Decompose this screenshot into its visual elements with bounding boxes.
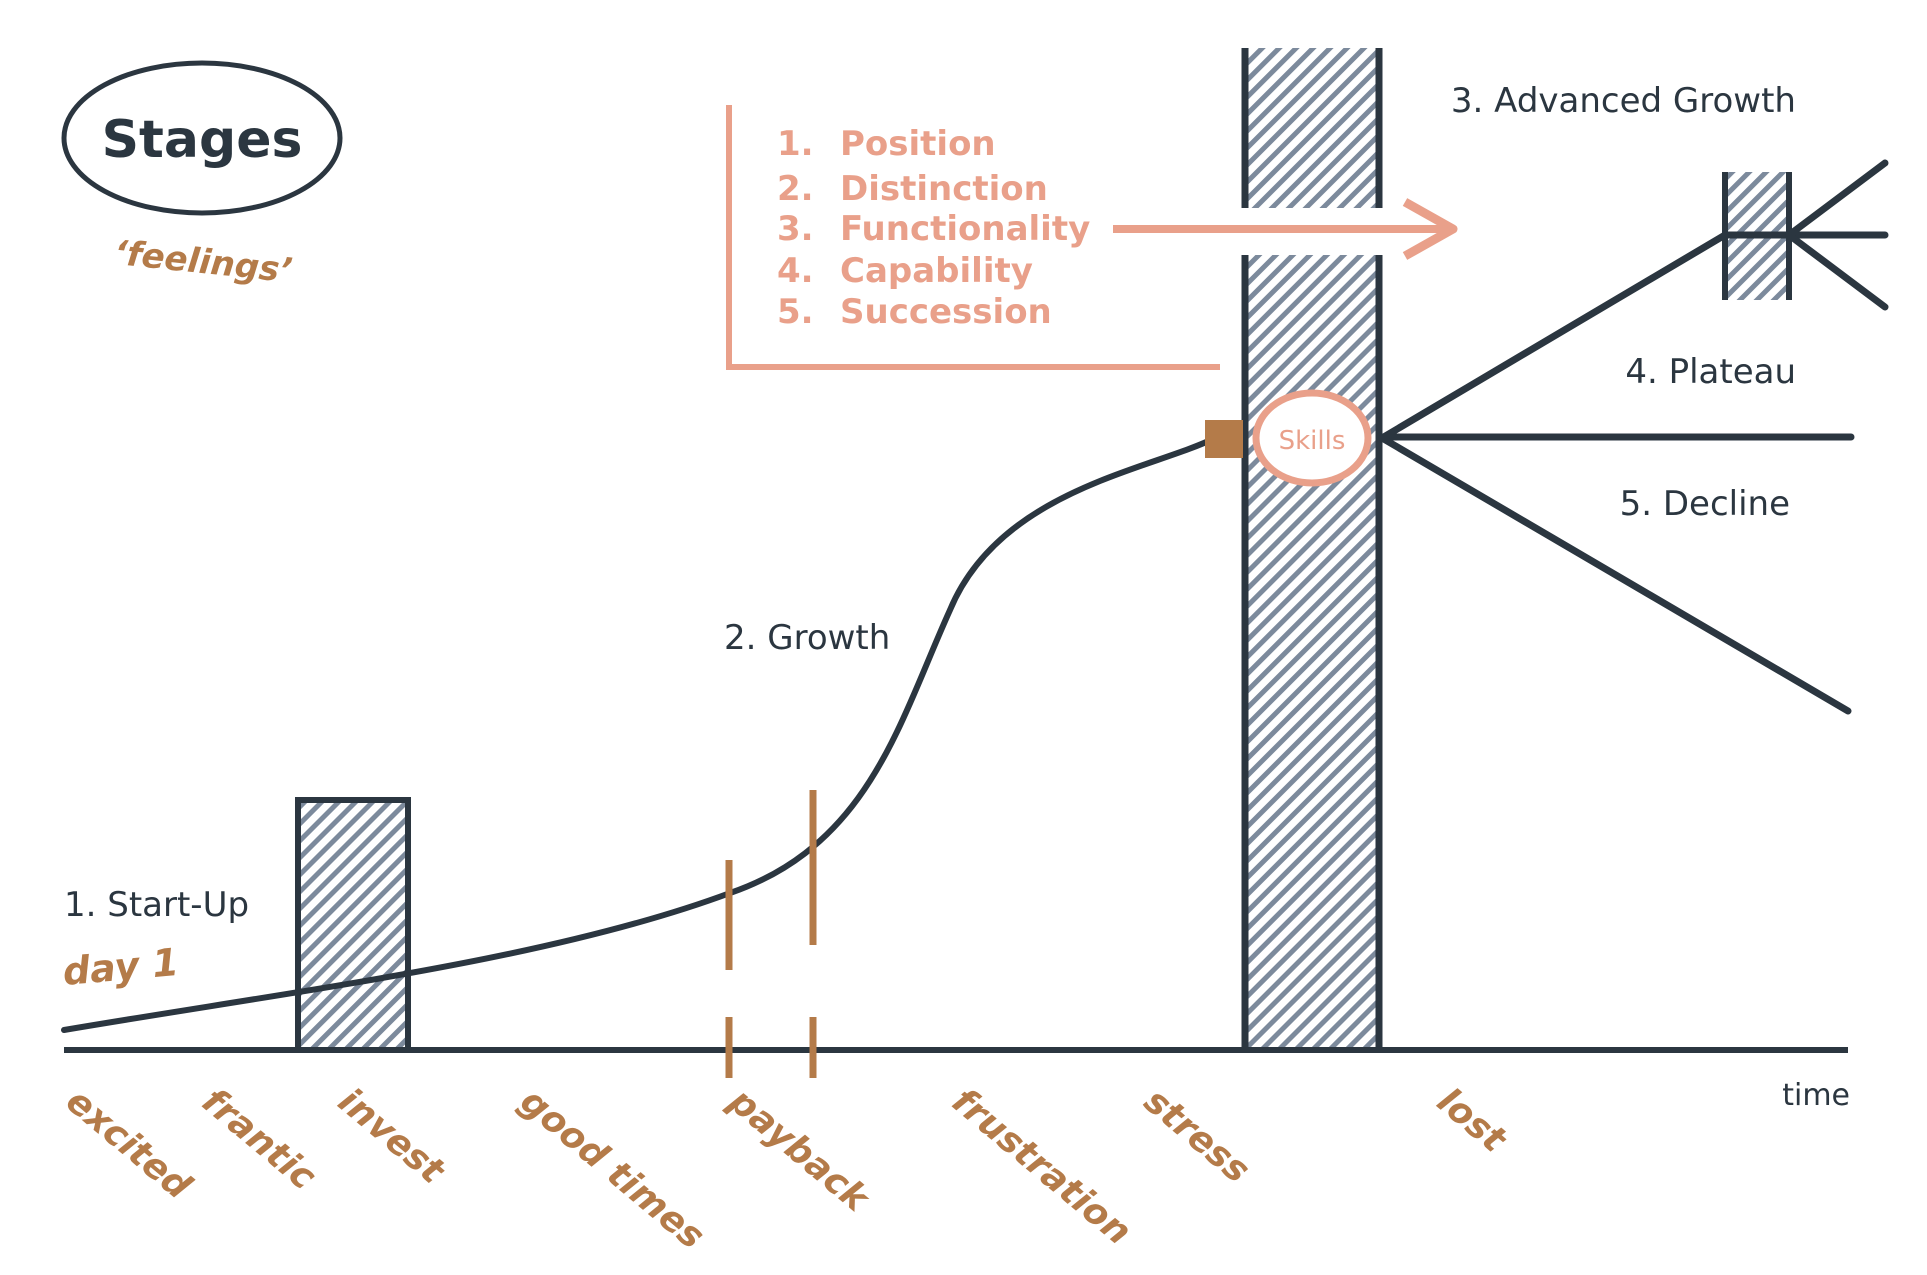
advanced-growth-branch — [1378, 231, 1729, 442]
stage-label-plateau: 4. Plateau — [1625, 352, 1796, 392]
list-item-number: 3. — [777, 209, 814, 249]
list-item-number: 2. — [777, 169, 814, 209]
advanced-hatch-column-upper — [1242, 48, 1382, 208]
transition-square-marker — [1205, 420, 1243, 458]
stage-label-advanced-growth: 3. Advanced Growth — [1451, 81, 1796, 121]
list-item-text: Functionality — [840, 209, 1090, 249]
feeling-label: invest — [330, 1080, 453, 1193]
time-axis-label: time — [1782, 1078, 1850, 1113]
feeling-label: frustration — [944, 1080, 1139, 1253]
feeling-label: excited — [58, 1080, 199, 1208]
growth-curve — [61, 435, 1218, 1033]
feeling-label: good times — [512, 1080, 712, 1257]
day-one-label: day 1 — [61, 940, 181, 994]
stage-label-growth: 2. Growth — [724, 618, 890, 658]
list-item-number: 5. — [777, 292, 814, 332]
diagram-title: Stages — [102, 110, 303, 170]
list-item-text: Capability — [840, 251, 1033, 291]
fan-line-down — [1785, 231, 1889, 311]
list-item-text: Succession — [840, 292, 1052, 332]
stage-label-decline: 5. Decline — [1620, 484, 1790, 524]
list-item-number: 1. — [777, 124, 814, 164]
skills-label: Skills — [1279, 426, 1346, 456]
feelings-subtitle: ‘feelings’ — [112, 233, 294, 291]
advanced-hatch-column-lower — [1242, 255, 1382, 1050]
list-bracket — [726, 105, 1220, 370]
skills-circle — [1252, 389, 1372, 487]
fan-line-up — [1785, 159, 1889, 239]
feeling-label: lost — [1429, 1080, 1515, 1161]
list-item-text: Position — [840, 124, 996, 164]
decline-branch — [1378, 434, 1852, 715]
list-item-text: Distinction — [840, 169, 1048, 209]
feeling-label: frantic — [194, 1080, 323, 1198]
stage-label-startup: 1. Start-Up — [64, 885, 249, 925]
list-item-number: 4. — [777, 251, 814, 291]
capability-list: 1. Position 2. Distinction 3. Functional… — [777, 124, 1090, 332]
feeling-label: stress — [1136, 1080, 1257, 1191]
feelings-row: excited frantic invest good times paybac… — [58, 1080, 1515, 1258]
title-ellipse — [61, 60, 343, 216]
startup-hatch-column — [295, 797, 411, 1053]
list-arrow-head — [1402, 198, 1458, 260]
feeling-label: payback — [720, 1080, 877, 1221]
